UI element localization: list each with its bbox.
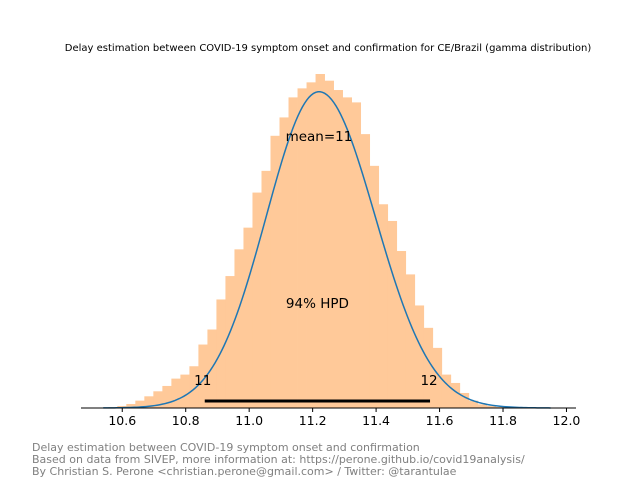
histogram-bar <box>252 192 262 408</box>
histogram-bar <box>288 97 298 408</box>
histogram-bar <box>441 374 452 408</box>
footer-line-author: By Christian S. Perone <christian.perone… <box>32 465 457 478</box>
histogram-bar <box>144 396 154 408</box>
histogram-bar <box>297 88 307 408</box>
histogram-bar <box>261 170 271 408</box>
histogram-bar <box>333 90 343 409</box>
histogram-bar <box>315 74 325 408</box>
footer-notes: Delay estimation between COVID-19 sympto… <box>32 442 525 478</box>
histogram-bar <box>351 102 362 408</box>
histogram-bar <box>378 204 389 408</box>
histogram-bar <box>198 344 208 408</box>
histogram-bar <box>486 405 497 408</box>
histogram-bar <box>459 392 470 408</box>
histogram-bar <box>360 134 371 408</box>
x-axis-ticks: 10.6 10.8 11.0 11.2 11.4 11.6 11.8 12.0 <box>108 408 580 428</box>
histogram-bar <box>306 82 316 408</box>
mean-label: mean=11 <box>286 129 353 145</box>
hpd-high-label: 12 <box>420 373 437 389</box>
chart-title: Delay estimation between COVID-19 sympto… <box>65 43 592 54</box>
histogram-bar <box>234 249 244 408</box>
histogram-bar <box>405 274 416 408</box>
hpd-label: 94% HPD <box>286 296 349 312</box>
histogram-bar <box>396 251 407 408</box>
histogram-bar <box>225 276 235 408</box>
x-tick-label: 11.4 <box>362 413 390 428</box>
histogram-bar <box>324 80 334 409</box>
histogram-bar <box>216 299 226 408</box>
density-curve <box>103 91 551 409</box>
histogram-bar <box>423 327 434 408</box>
histogram-bar <box>387 220 398 408</box>
x-tick-label: 11.2 <box>299 413 327 428</box>
x-tick-label: 11.0 <box>235 413 263 428</box>
histogram-bar <box>468 400 479 408</box>
x-tick-label: 10.8 <box>172 413 200 428</box>
histogram-bar <box>162 385 172 408</box>
histogram-bar <box>270 135 280 409</box>
x-tick-label: 12.0 <box>553 413 581 428</box>
histogram-bar <box>135 400 145 408</box>
histogram-bar <box>153 391 163 408</box>
histogram-bar <box>495 406 506 408</box>
hpd-low-label: 11 <box>194 373 211 389</box>
histogram-bar <box>450 382 461 408</box>
histogram-bar <box>432 347 443 408</box>
footer-line-description: Delay estimation between COVID-19 sympto… <box>32 441 420 454</box>
histogram <box>108 74 515 409</box>
histogram-bar <box>342 97 352 408</box>
x-tick-label: 11.8 <box>489 413 517 428</box>
histogram-bar <box>180 374 190 408</box>
histogram-bar <box>243 227 253 408</box>
x-tick-label: 10.6 <box>108 413 136 428</box>
histogram-bar <box>279 117 289 409</box>
histogram-bar <box>477 404 488 408</box>
x-tick-label: 11.6 <box>426 413 454 428</box>
histogram-bar <box>189 366 199 408</box>
histogram-bar <box>126 403 136 408</box>
histogram-bar <box>369 165 380 408</box>
histogram-bar <box>171 378 181 408</box>
histogram-bar <box>414 305 425 408</box>
footer-line-source: Based on data from SIVEP, more informati… <box>32 453 525 466</box>
